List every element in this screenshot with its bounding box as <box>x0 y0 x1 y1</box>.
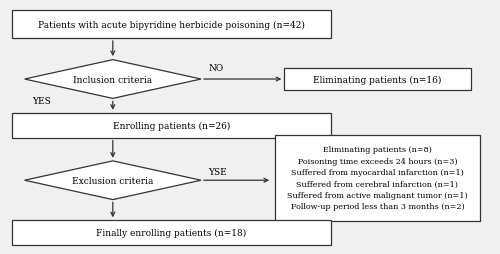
Text: NO: NO <box>208 64 224 73</box>
Text: Exclusion criteria: Exclusion criteria <box>72 176 154 185</box>
Text: Inclusion criteria: Inclusion criteria <box>73 75 152 84</box>
Polygon shape <box>24 161 201 200</box>
FancyBboxPatch shape <box>284 69 470 91</box>
FancyBboxPatch shape <box>12 220 331 245</box>
Text: Eliminating patients (n=8)
Poisoning time exceeds 24 hours (n=3)
Suffered from m: Eliminating patients (n=8) Poisoning tim… <box>287 146 468 210</box>
Text: Finally enrolling patients (n=18): Finally enrolling patients (n=18) <box>96 228 246 237</box>
Text: YSE: YSE <box>208 168 227 177</box>
Polygon shape <box>24 60 201 99</box>
FancyBboxPatch shape <box>12 113 331 138</box>
Text: YES: YES <box>32 96 50 105</box>
Text: Eliminating patients (n=16): Eliminating patients (n=16) <box>313 75 442 84</box>
FancyBboxPatch shape <box>274 135 480 221</box>
FancyBboxPatch shape <box>12 11 331 39</box>
Text: Patients with acute bipyridine herbicide poisoning (n=42): Patients with acute bipyridine herbicide… <box>38 20 305 29</box>
Text: Enrolling patients (n=26): Enrolling patients (n=26) <box>113 121 230 130</box>
